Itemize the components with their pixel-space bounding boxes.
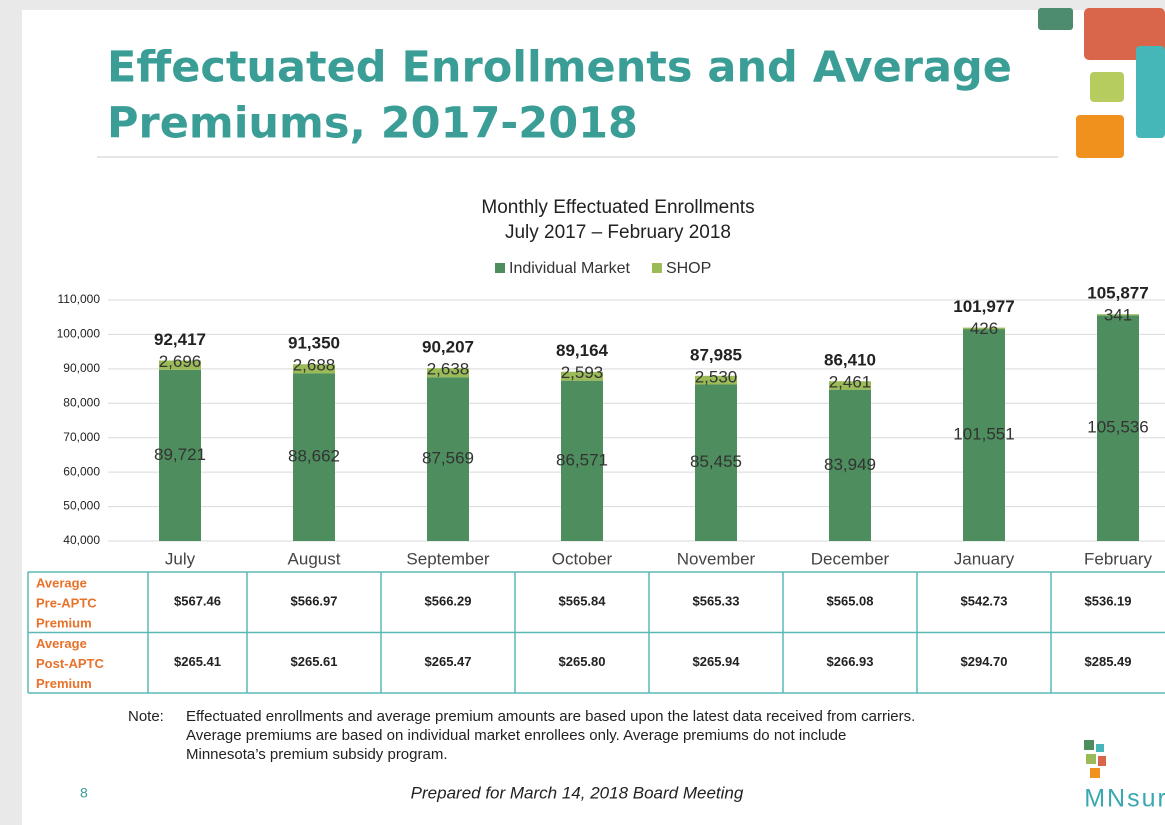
logo-mark xyxy=(1090,768,1100,778)
deco-square xyxy=(1038,8,1073,30)
data-label: 87,569 xyxy=(422,449,474,468)
deco-square xyxy=(1136,46,1165,138)
logo-mark xyxy=(1084,740,1094,750)
x-tick-label: December xyxy=(811,549,890,568)
data-label: 89,721 xyxy=(154,445,206,464)
logo-mark xyxy=(1098,756,1106,766)
table-cell: $536.19 xyxy=(1085,594,1132,609)
data-label: 83,949 xyxy=(824,455,876,474)
slide-title: Premiums, 2017-2018 xyxy=(107,99,638,149)
x-tick-label: July xyxy=(165,549,196,568)
note-text: Effectuated enrollments and average prem… xyxy=(186,708,915,725)
total-label: 105,877 xyxy=(1087,284,1148,303)
table-cell: $567.46 xyxy=(174,594,221,609)
row-header: Post-APTC xyxy=(36,656,105,671)
total-label: 89,164 xyxy=(556,341,609,360)
row-header: Premium xyxy=(36,676,92,691)
y-tick-label: 60,000 xyxy=(63,464,100,478)
note-text: Average premiums are based on individual… xyxy=(186,727,846,744)
data-label: 341 xyxy=(1104,306,1132,325)
data-label: 2,688 xyxy=(293,356,336,375)
legend-swatch xyxy=(652,263,662,273)
data-label: 86,571 xyxy=(556,450,608,469)
x-tick-label: November xyxy=(677,549,756,568)
logo-mark xyxy=(1096,744,1104,752)
x-tick-label: September xyxy=(406,549,489,568)
table-cell: $565.08 xyxy=(827,594,874,609)
logo-mark xyxy=(1086,754,1096,764)
table-cell: $565.33 xyxy=(693,594,740,609)
deco-square xyxy=(1090,72,1124,102)
data-label: 2,593 xyxy=(561,363,604,382)
data-label: 101,551 xyxy=(953,425,1014,444)
data-label: 2,461 xyxy=(829,373,872,392)
slide-title: Effectuated Enrollments and Average xyxy=(107,43,1012,93)
legend-label: Individual Market xyxy=(509,260,631,277)
table-cell: $285.49 xyxy=(1085,654,1132,669)
data-label: 2,530 xyxy=(695,367,738,386)
table-cell: $565.84 xyxy=(559,594,607,609)
data-label: 85,455 xyxy=(690,452,742,471)
deco-square xyxy=(1076,115,1124,158)
page-number: 8 xyxy=(80,785,88,801)
note-label: Note: xyxy=(128,708,164,725)
table-cell: $542.73 xyxy=(961,594,1008,609)
data-label: 88,662 xyxy=(288,447,340,466)
y-tick-label: 50,000 xyxy=(63,499,100,513)
y-tick-label: 80,000 xyxy=(63,395,100,409)
table-cell: $566.29 xyxy=(425,594,472,609)
table-cell: $294.70 xyxy=(961,654,1008,669)
total-label: 90,207 xyxy=(422,338,474,357)
slide: Effectuated Enrollments and Average Prem… xyxy=(0,0,1165,825)
x-tick-label: January xyxy=(954,549,1015,568)
table-cell: $265.94 xyxy=(693,654,741,669)
row-header: Pre-APTC xyxy=(36,595,97,610)
table-cell: $265.47 xyxy=(425,654,472,669)
chart-title: Monthly Effectuated Enrollments xyxy=(481,197,754,218)
legend-label: SHOP xyxy=(666,260,711,277)
legend-swatch xyxy=(495,263,505,273)
x-tick-label: February xyxy=(1084,549,1153,568)
y-tick-label: 40,000 xyxy=(63,533,100,547)
y-tick-label: 100,000 xyxy=(57,327,101,341)
table-cell: $265.41 xyxy=(174,654,221,669)
table-cell: $566.97 xyxy=(291,594,338,609)
data-label: 426 xyxy=(970,319,998,338)
y-tick-label: 70,000 xyxy=(63,430,100,444)
y-tick-label: 110,000 xyxy=(58,292,101,306)
total-label: 92,417 xyxy=(154,330,206,349)
x-tick-label: August xyxy=(288,549,341,568)
total-label: 91,350 xyxy=(288,334,340,353)
table-cell: $266.93 xyxy=(827,654,874,669)
data-label: 2,638 xyxy=(427,360,470,379)
data-label: 105,536 xyxy=(1087,418,1148,437)
total-label: 86,410 xyxy=(824,351,876,370)
row-header: Average xyxy=(36,575,87,590)
y-tick-label: 90,000 xyxy=(63,361,100,375)
row-header: Premium xyxy=(36,615,92,630)
total-label: 101,977 xyxy=(953,297,1014,316)
x-tick-label: October xyxy=(552,549,613,568)
row-header: Average xyxy=(36,636,87,651)
total-label: 87,985 xyxy=(690,345,742,364)
table-cell: $265.80 xyxy=(559,654,606,669)
footer: Prepared for March 14, 2018 Board Meetin… xyxy=(411,783,744,802)
logo: MNsure xyxy=(1084,785,1165,813)
data-label: 2,696 xyxy=(159,352,202,371)
chart-subtitle: July 2017 – February 2018 xyxy=(505,222,731,243)
table-cell: $265.61 xyxy=(291,654,338,669)
note-text: Minnesota’s premium subsidy program. xyxy=(186,746,448,763)
